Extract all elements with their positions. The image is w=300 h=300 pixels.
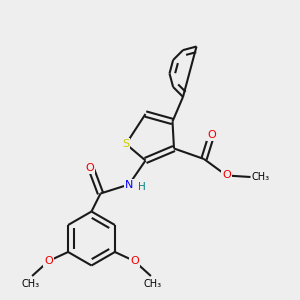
Text: O: O <box>44 256 53 266</box>
Text: H: H <box>138 182 146 192</box>
Text: CH₃: CH₃ <box>252 172 270 182</box>
Text: O: O <box>222 170 231 181</box>
Text: S: S <box>122 139 130 149</box>
Text: CH₃: CH₃ <box>22 279 40 289</box>
Text: CH₃: CH₃ <box>143 279 161 289</box>
Text: N: N <box>125 179 133 190</box>
Text: O: O <box>85 163 94 173</box>
Text: O: O <box>207 130 216 140</box>
Text: O: O <box>130 256 139 266</box>
